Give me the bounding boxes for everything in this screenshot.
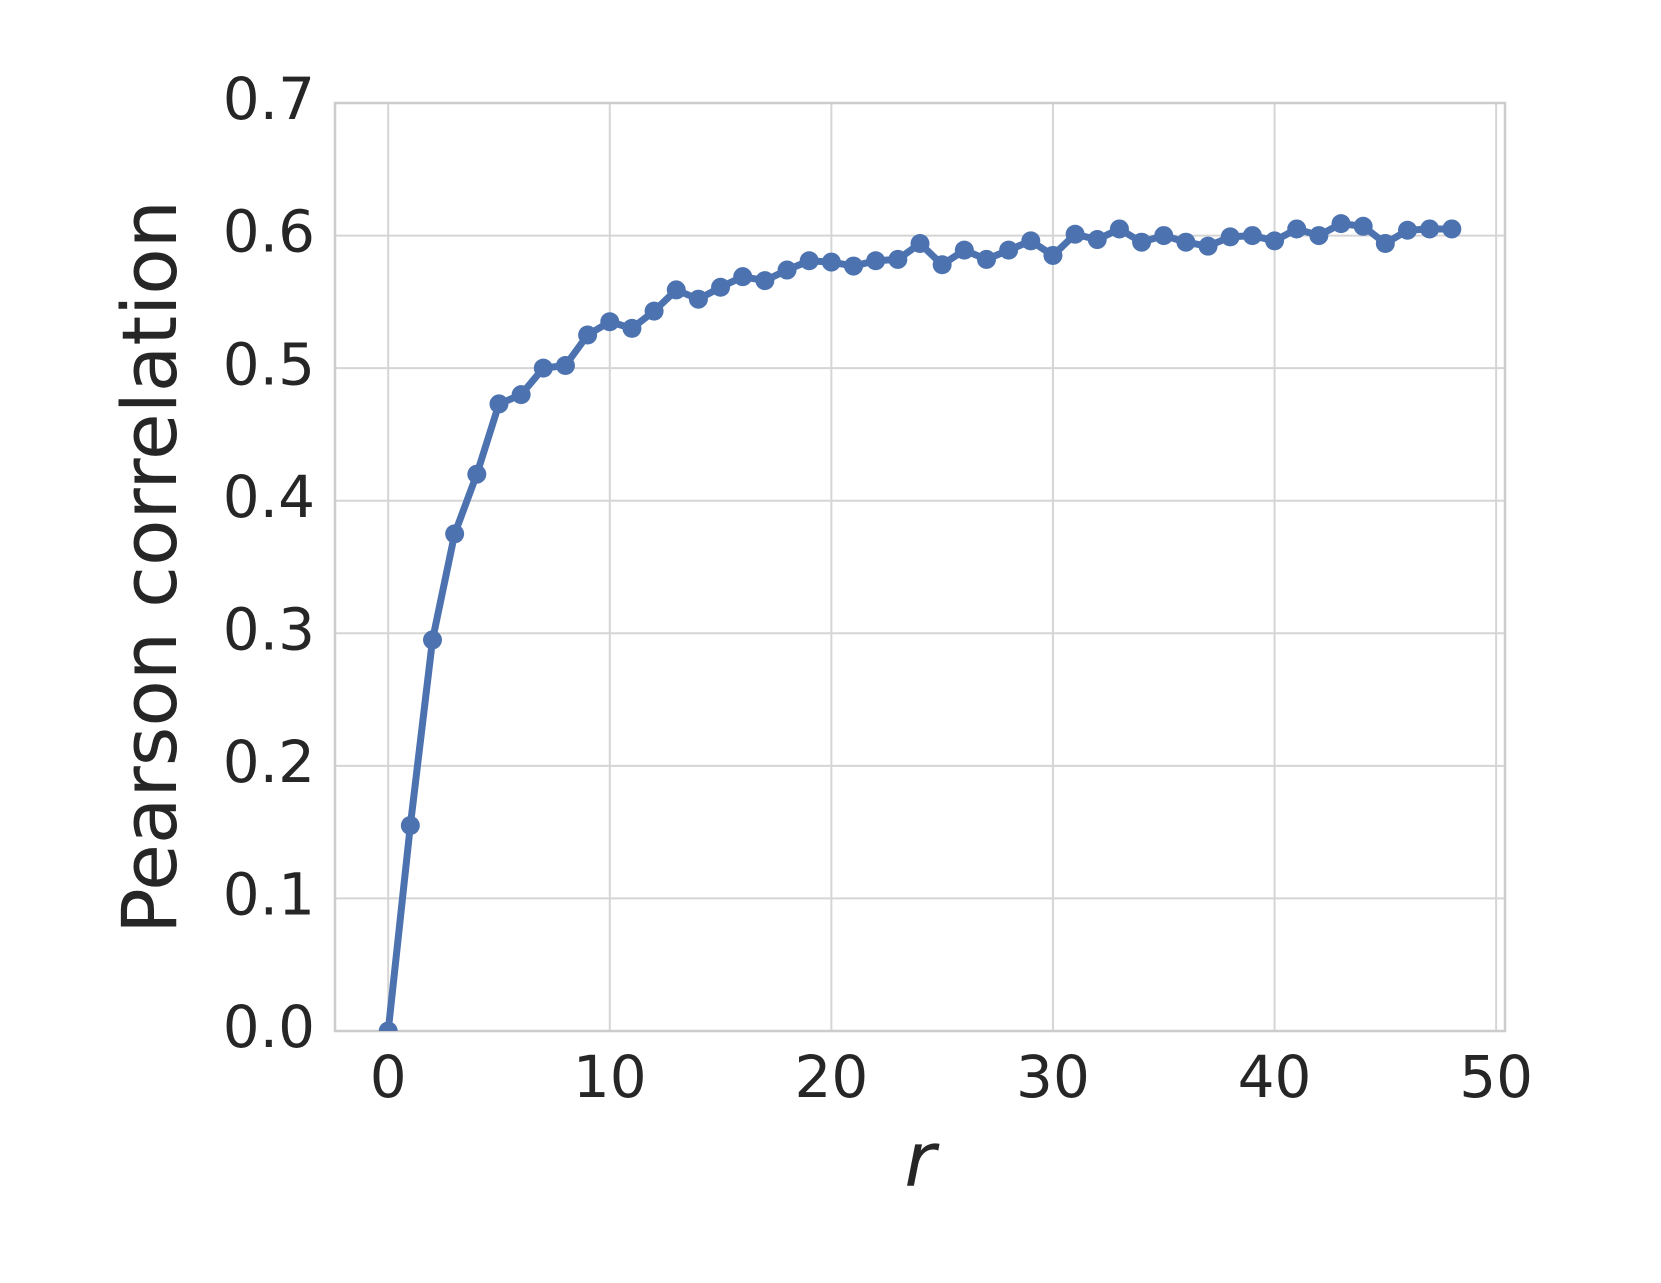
- point: [1198, 236, 1218, 256]
- series-line: [384, 220, 1452, 1031]
- point: [821, 252, 841, 272]
- point: [445, 524, 465, 544]
- point: [777, 260, 797, 280]
- y-axis-label: Pearson correlation: [105, 200, 194, 934]
- point: [378, 1021, 398, 1031]
- point: [1043, 245, 1063, 265]
- point: [1021, 231, 1041, 251]
- point: [932, 255, 952, 275]
- point: [622, 318, 642, 338]
- point: [1154, 226, 1174, 246]
- y-tick-label: 0.4: [223, 463, 315, 531]
- point: [489, 394, 509, 414]
- point: [1087, 230, 1107, 250]
- point: [1375, 234, 1395, 254]
- point: [1242, 226, 1262, 246]
- point: [844, 256, 864, 276]
- x-tick-label: 50: [1459, 1043, 1533, 1111]
- y-tick-label: 0.0: [223, 993, 315, 1061]
- point: [533, 358, 553, 378]
- point: [644, 301, 664, 321]
- y-tick-label: 0.1: [223, 861, 315, 929]
- x-tick-label: 30: [1016, 1043, 1090, 1111]
- point: [866, 251, 886, 271]
- point: [755, 271, 775, 291]
- y-tick-label: 0.5: [223, 330, 315, 398]
- point: [888, 249, 908, 269]
- point: [910, 234, 930, 254]
- point: [1420, 219, 1440, 239]
- x-tick-label: 40: [1238, 1043, 1312, 1111]
- point: [1220, 227, 1240, 247]
- x-tick-label: 0: [370, 1043, 407, 1111]
- point: [1176, 232, 1196, 252]
- point: [1287, 219, 1307, 239]
- point: [1331, 214, 1351, 234]
- y-tick-label: 0.7: [223, 65, 315, 133]
- point: [1353, 216, 1373, 236]
- point: [1265, 231, 1285, 251]
- point: [1398, 220, 1417, 240]
- point: [1132, 232, 1152, 252]
- y-tick-label: 0.2: [223, 728, 315, 796]
- point: [555, 355, 575, 375]
- point: [423, 630, 442, 650]
- point: [511, 385, 531, 405]
- point: [400, 816, 420, 836]
- point: [578, 325, 598, 345]
- point: [1309, 226, 1329, 246]
- plot-area: [378, 214, 1462, 1031]
- point: [688, 289, 708, 309]
- point: [467, 464, 487, 484]
- point: [1065, 224, 1085, 244]
- x-axis-label: r: [904, 1115, 940, 1204]
- y-tick-label: 0.3: [223, 595, 315, 663]
- point: [954, 240, 974, 260]
- y-tick-label: 0.6: [223, 198, 315, 266]
- x-tick-label: 10: [573, 1043, 647, 1111]
- point: [711, 277, 731, 297]
- x-tick-label: 20: [794, 1043, 868, 1111]
- point: [666, 280, 686, 300]
- point: [733, 267, 753, 287]
- point: [999, 240, 1019, 260]
- point: [1109, 219, 1129, 239]
- point: [600, 312, 620, 332]
- point: [1442, 219, 1462, 239]
- point: [976, 249, 996, 269]
- point: [799, 251, 819, 271]
- plot-frame: [333, 101, 1507, 1033]
